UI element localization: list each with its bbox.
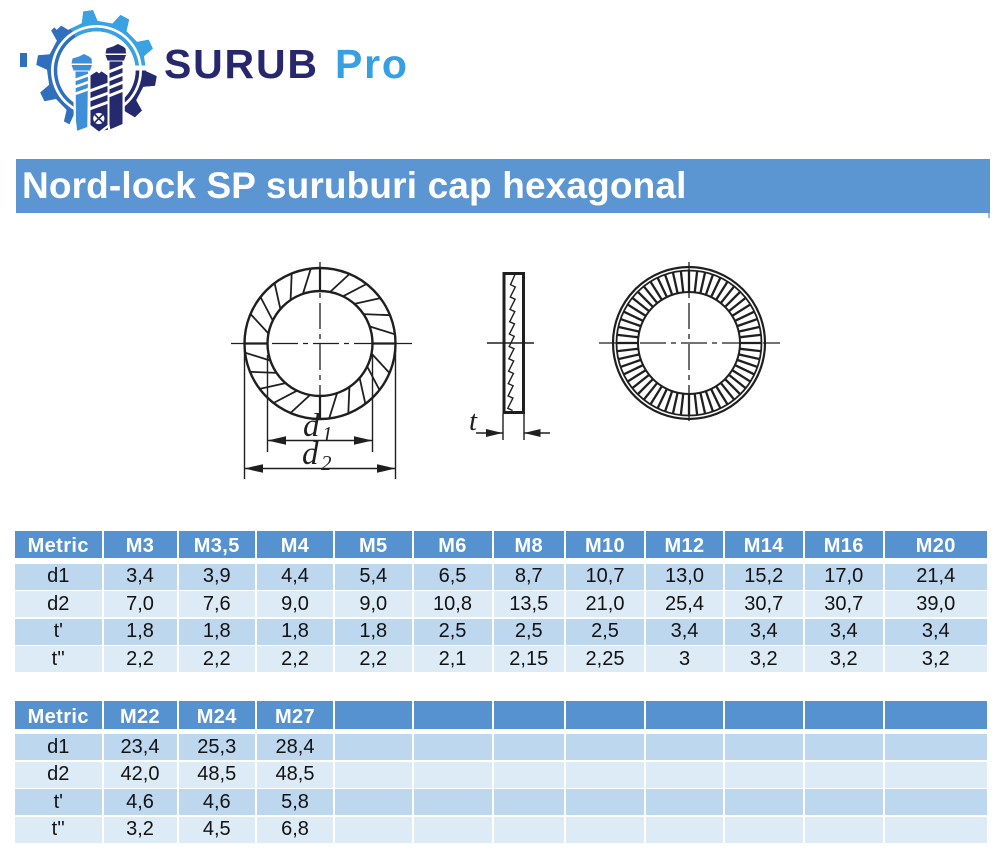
svg-text:1: 1 [322,422,333,446]
svg-text:2: 2 [321,451,332,475]
svg-text:t: t [469,405,478,437]
svg-text:d: d [303,408,320,444]
svg-text:d: d [302,436,319,472]
